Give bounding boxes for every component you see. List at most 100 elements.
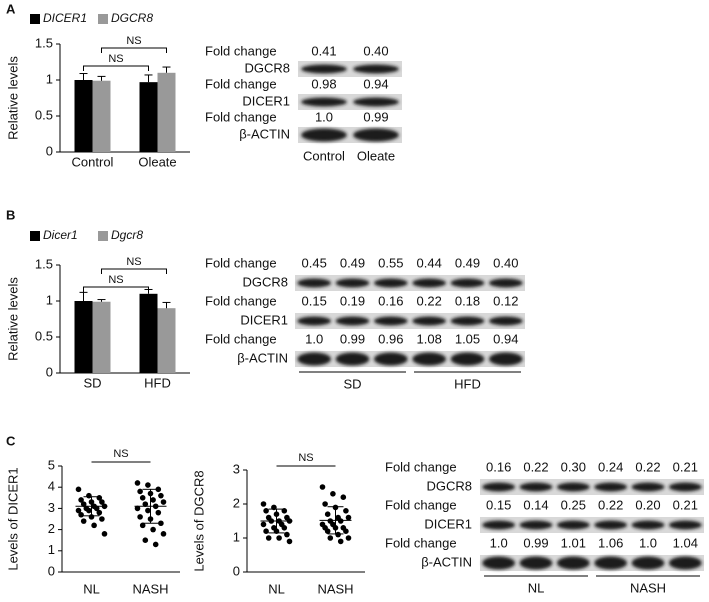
blot-band [412,278,447,288]
x-tick-label: SD [83,375,101,390]
data-point [265,535,272,541]
y-tick-label: 2 [233,495,240,510]
blot-band [335,316,370,326]
band-label: DICER1 [240,312,288,327]
group-label: HFD [454,376,481,391]
data-point [343,508,349,514]
band-label: β-ACTIN [237,350,288,365]
fold-change-label: Fold change [205,76,277,91]
fold-change-value: 0.22 [417,293,442,308]
y-tick-label: 0 [46,143,53,158]
bar [74,301,93,373]
blot-band [450,278,485,288]
y-tick-label: 1 [46,71,53,86]
data-point [327,535,334,541]
blot-band [556,556,590,570]
data-point [139,522,146,529]
x-tick-label: Control [72,154,114,169]
fold-change-value: 0.22 [598,497,623,512]
blot-band [556,520,590,530]
significance-bracket [83,65,149,71]
fold-change-value: 0.99 [363,109,388,124]
data-point [99,516,105,522]
x-tick-label: HFD [144,375,171,390]
fold-change-value: 1.0 [305,331,323,346]
blot-band [373,352,408,366]
bar [139,293,158,373]
blot-band [594,520,628,530]
fold-change-value: 0.40 [493,255,518,270]
data-point [324,511,331,517]
fold-change-value: 1.08 [417,331,442,346]
data-point [150,526,156,533]
y-tick-label: 0.5 [35,107,53,122]
data-point [281,525,288,531]
fold-change-value: 0.24 [598,459,623,474]
fold-change-value: 1.01 [561,535,586,550]
y-axis-label: Levels of DGCR8 [191,470,206,571]
data-point [286,538,293,545]
blot-band [353,64,399,74]
blot-band [297,352,332,366]
data-point [337,518,344,524]
data-point [263,508,269,514]
data-point [152,541,159,548]
data-point [343,528,349,534]
fold-change-value: 0.15 [302,293,327,308]
fold-change-value: 0.30 [561,459,586,474]
y-axis-label: Levels of DICER1 [5,467,20,570]
fold-change-value: 0.40 [363,43,388,58]
blot-band [482,556,516,570]
y-tick-label: 2 [48,521,55,536]
bar [157,308,176,373]
data-point [263,528,269,534]
significance-label: NS [126,256,141,268]
blot-band [668,482,702,492]
data-point [324,528,331,534]
data-point [139,495,146,501]
blot-band [301,128,347,142]
fold-change-value: 0.49 [455,255,480,270]
data-point [150,497,156,503]
fold-change-value: 1.06 [598,535,623,550]
significance-bracket [101,47,167,53]
data-point [86,492,92,499]
blot-band [556,482,590,492]
fold-change-label: Fold change [205,331,277,346]
blot-band [482,482,516,492]
panel-label: C [6,433,16,448]
blot-band [335,352,370,366]
fold-change-label: Fold change [385,497,457,512]
blot-band [631,482,665,492]
fold-change-value: 0.19 [340,293,365,308]
blot-band [631,520,665,530]
group-label: NL [528,580,545,595]
blot-band [668,556,702,570]
data-point [99,499,105,505]
blot-band [488,352,523,366]
data-point [145,482,151,488]
data-point [322,501,328,507]
data-point [80,518,87,524]
significance-label: NS [298,452,313,464]
blot-band [488,278,523,288]
legend-swatch [98,14,108,24]
data-point [337,538,344,545]
fold-change-value: 0.21 [673,459,698,474]
y-tick-label: 0 [233,563,240,578]
blot-band [301,97,347,107]
lane-label: Oleate [357,148,395,163]
blot-band [297,316,332,326]
blot-band [519,556,553,570]
y-axis-label: Relative levels [5,277,20,361]
group-label: SD [343,376,361,391]
fold-change-value: 1.05 [455,331,480,346]
significance-bracket [83,286,149,292]
fold-change-label: Fold change [205,255,277,270]
fold-change-label: Fold change [385,459,457,474]
y-tick-label: 1.5 [35,35,53,50]
significance-label: NS [126,35,141,47]
fold-change-value: 0.15 [486,497,511,512]
data-point [137,514,143,520]
blot-band [631,556,665,570]
